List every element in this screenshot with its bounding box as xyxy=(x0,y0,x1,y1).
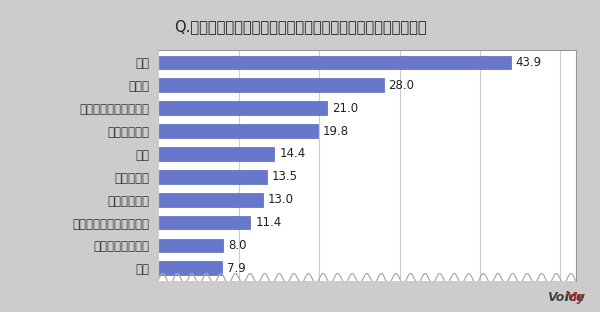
Bar xyxy=(159,261,223,275)
Text: 43.9: 43.9 xyxy=(516,56,542,69)
Text: 14.4: 14.4 xyxy=(279,148,305,160)
Bar xyxy=(159,124,318,138)
Text: Q.髪や頭皮について、悩みや気にしていることはありますか？: Q.髪や頭皮について、悩みや気にしていることはありますか？ xyxy=(173,19,427,34)
Text: My: My xyxy=(565,291,585,304)
Bar xyxy=(159,56,511,69)
Bar xyxy=(159,79,383,92)
Text: 28.0: 28.0 xyxy=(388,79,415,92)
Bar xyxy=(159,193,263,207)
Text: 7.9: 7.9 xyxy=(227,262,246,275)
Text: 21.0: 21.0 xyxy=(332,102,358,115)
Text: 19.8: 19.8 xyxy=(323,124,349,138)
Text: 13.0: 13.0 xyxy=(268,193,294,206)
Bar xyxy=(159,238,223,252)
Text: 13.5: 13.5 xyxy=(272,170,298,183)
Text: 8.0: 8.0 xyxy=(228,239,247,252)
Text: Voice: Voice xyxy=(548,291,585,304)
Bar xyxy=(159,170,267,184)
Text: 11.4: 11.4 xyxy=(255,216,281,229)
Bar xyxy=(159,147,274,161)
Bar xyxy=(159,101,328,115)
Bar xyxy=(159,216,250,229)
